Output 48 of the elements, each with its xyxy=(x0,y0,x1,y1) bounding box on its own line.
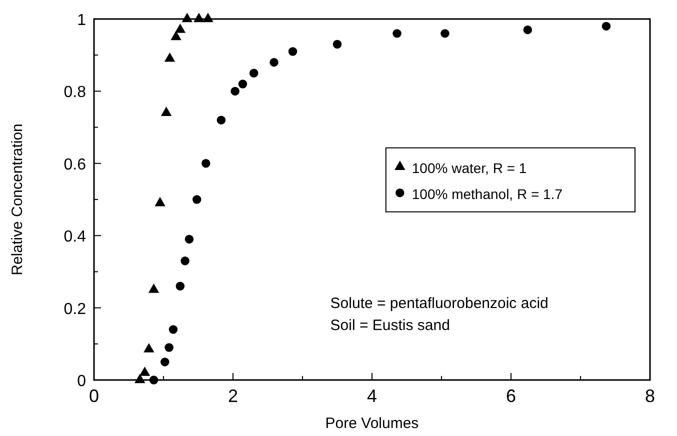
point xyxy=(184,234,194,244)
x-tick-label: 4 xyxy=(366,386,378,406)
annotation: Solute = pentafluorobenzoic acid xyxy=(330,294,548,312)
point xyxy=(602,22,611,31)
point xyxy=(238,80,248,88)
point xyxy=(392,29,402,38)
point xyxy=(176,282,185,290)
point xyxy=(192,195,202,204)
point xyxy=(332,40,342,49)
point xyxy=(164,52,176,62)
point xyxy=(139,366,150,376)
point xyxy=(164,343,174,352)
point xyxy=(249,68,258,78)
point xyxy=(170,30,182,40)
x-tick-label: 2 xyxy=(228,386,238,406)
point xyxy=(160,106,172,116)
point xyxy=(149,376,158,384)
x-tick-label: 8 xyxy=(644,386,656,406)
point xyxy=(168,325,178,334)
y-tick-label: 0.2 xyxy=(64,300,86,318)
x-tick-label: 6 xyxy=(506,386,516,406)
point xyxy=(194,12,204,22)
y-tick-label: 0 xyxy=(77,373,86,390)
point xyxy=(154,196,166,206)
point xyxy=(202,159,210,168)
point xyxy=(148,284,160,293)
point xyxy=(160,358,170,366)
point xyxy=(440,29,450,38)
point xyxy=(180,256,190,266)
point xyxy=(182,12,193,22)
point xyxy=(134,374,146,384)
x-axis-title: Pore Volumes xyxy=(325,415,419,432)
point xyxy=(144,343,154,352)
point xyxy=(230,86,240,96)
point xyxy=(288,47,298,56)
y-tick-label: 0.8 xyxy=(64,84,86,102)
legend-label: 100% water, R = 1 xyxy=(412,160,527,176)
y-tick-label: 0.6 xyxy=(64,156,86,174)
point xyxy=(523,25,532,34)
legend-label: 100% methanol, R = 1.7 xyxy=(412,186,563,202)
point xyxy=(216,116,226,124)
y-tick-label: 1 xyxy=(77,12,86,29)
point xyxy=(270,58,278,67)
point xyxy=(174,24,186,33)
annotation: Soil = Eustis sand xyxy=(330,316,450,334)
point xyxy=(202,12,214,22)
y-tick-label: 0.4 xyxy=(64,228,86,246)
y-axis-title: Relative Concentration xyxy=(9,124,26,276)
